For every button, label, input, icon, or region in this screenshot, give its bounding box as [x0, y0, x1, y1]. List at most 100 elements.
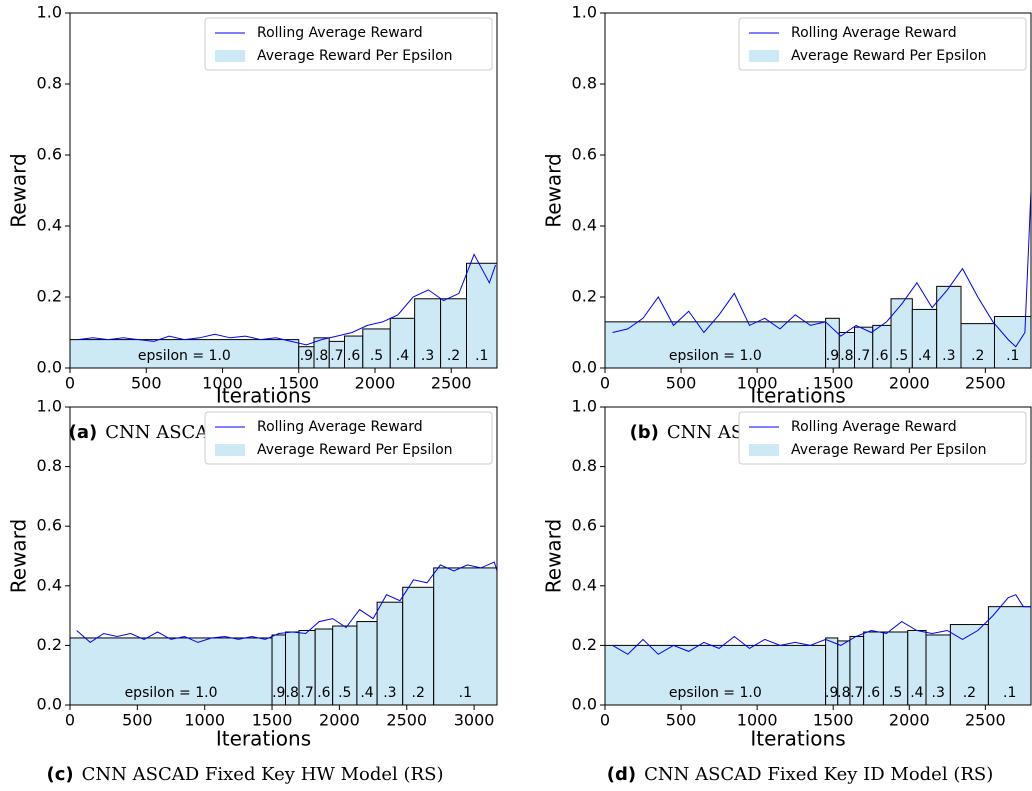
y-tick-label: 0.8	[37, 74, 62, 93]
axes-frame	[604, 406, 1032, 706]
x-tick-label: 500	[131, 374, 162, 393]
epsilon-bar	[69, 637, 273, 706]
y-tick-label: 0.6	[37, 516, 62, 535]
epsilon-label: .5	[370, 348, 383, 364]
x-tick-label: 2000	[355, 374, 396, 393]
x-tick-label: 2000	[889, 374, 930, 393]
x-axis-label: Iterations	[750, 384, 845, 408]
epsilon-label: epsilon = 1.0	[125, 685, 218, 701]
x-tick-label: 1500	[278, 374, 319, 393]
epsilon-label: .2	[971, 348, 984, 364]
rolling-line	[76, 561, 498, 644]
epsilon-label: .8	[286, 685, 299, 701]
x-tick-label: 1500	[252, 711, 293, 730]
epsilon-label: .3	[383, 685, 396, 701]
y-tick-label: 1.0	[572, 3, 597, 22]
epsilon-label: .1	[1006, 348, 1019, 364]
legend-patch	[749, 50, 779, 62]
epsilon-bar	[69, 339, 300, 369]
x-tick-label: 1000	[202, 374, 243, 393]
epsilon-label: .1	[1003, 685, 1016, 701]
y-tick-label: 0.0	[572, 695, 597, 714]
caption-label: (c)	[47, 764, 74, 785]
epsilon-bar	[604, 321, 827, 369]
x-tick-label: 500	[122, 711, 153, 730]
legend-patch	[215, 444, 245, 456]
epsilon-label: .5	[338, 685, 351, 701]
epsilon-label: .5	[895, 348, 908, 364]
legend-box	[738, 17, 1027, 71]
legend-label: Rolling Average Reward	[257, 419, 423, 435]
axes-frame	[69, 406, 498, 706]
epsilon-label: epsilon = 1.0	[138, 348, 231, 364]
epsilon-label: .1	[475, 348, 488, 364]
epsilon-label: .6	[347, 348, 360, 364]
panel: epsilon = 1.0.9.8.7.6.5.4.3.2.10 500 1000 1…	[7, 397, 498, 785]
caption: (d) CNN ASCAD Fixed Key ID Model (RS)	[607, 764, 994, 785]
x-axis-label: Iterations	[750, 727, 845, 751]
x-tick-label: 2500	[386, 711, 427, 730]
legend-box	[204, 411, 493, 465]
epsilon-bar	[414, 298, 442, 369]
caption-label: (b)	[630, 422, 659, 443]
y-axis-label: Reward	[7, 153, 31, 227]
legend-label: Rolling Average Reward	[257, 25, 423, 41]
epsilon-label: .4	[918, 348, 931, 364]
epsilon-bar	[402, 586, 435, 706]
epsilon-label: .9	[825, 685, 838, 701]
y-tick-label: 0.8	[572, 456, 597, 475]
caption-label: (d)	[607, 764, 636, 785]
legend-box	[204, 17, 493, 71]
rolling-line	[612, 594, 1031, 655]
legend-label: Rolling Average Reward	[791, 419, 957, 435]
epsilon-bar	[936, 285, 962, 369]
y-tick-label: 1.0	[37, 3, 62, 22]
epsilon-label: .3	[942, 348, 955, 364]
panel: epsilon = 1.0.9.8.7.6.5.4.3.2.10 500 1000 1…	[542, 397, 1032, 785]
x-axis-label: Iterations	[216, 727, 311, 751]
epsilon-label: .8	[837, 685, 850, 701]
x-tick-label: 1500	[813, 711, 854, 730]
epsilon-label: .4	[396, 348, 409, 364]
epsilon-label: .6	[875, 348, 888, 364]
y-tick-label: 1.0	[37, 397, 62, 416]
legend-label: Average Reward Per Epsilon	[791, 442, 987, 458]
epsilon-bar	[433, 567, 498, 706]
y-tick-label: 0.2	[572, 287, 597, 306]
epsilon-label: epsilon = 1.0	[669, 348, 762, 364]
epsilon-label: .8	[840, 348, 853, 364]
epsilon-label: .8	[315, 348, 328, 364]
x-tick-label: 2000	[889, 711, 930, 730]
caption-text: CNN ASCAD Fixed Key HW Model (RS)	[82, 764, 444, 785]
x-axis-label: Iterations	[216, 384, 311, 408]
axes-frame	[69, 12, 498, 369]
y-tick-label: 0.6	[572, 145, 597, 164]
y-axis-label: Reward	[542, 519, 566, 593]
x-tick-label: 0	[65, 711, 75, 730]
panel: epsilon = 1.0.9.8.7.6.5.4.3.2.10 500 1000 1…	[542, 3, 1032, 443]
y-tick-label: 0.6	[37, 145, 62, 164]
epsilon-label: .7	[857, 348, 870, 364]
epsilon-label: .9	[272, 685, 285, 701]
epsilon-bar	[960, 323, 995, 369]
x-tick-label: 500	[666, 711, 697, 730]
x-tick-label: 500	[666, 374, 697, 393]
epsilon-label: .4	[360, 685, 373, 701]
legend-patch	[215, 50, 245, 62]
epsilon-label: .6	[867, 685, 880, 701]
epsilon-label: .3	[421, 348, 434, 364]
x-tick-label: 1000	[737, 374, 778, 393]
y-tick-label: 0.4	[37, 575, 62, 594]
x-tick-label: 1000	[184, 711, 225, 730]
legend-patch	[749, 444, 779, 456]
epsilon-label: .7	[330, 348, 343, 364]
x-tick-label: 2500	[431, 374, 472, 393]
legend-label: Average Reward Per Epsilon	[257, 442, 453, 458]
x-tick-label: 0	[65, 374, 75, 393]
epsilon-label: .2	[963, 685, 976, 701]
caption-label: (a)	[69, 422, 98, 443]
y-tick-label: 0.2	[37, 635, 62, 654]
rolling-line	[612, 190, 1032, 348]
panel: epsilon = 1.0.9.8.7.6.5.4.3.2.10 500 1000 1…	[7, 3, 498, 443]
